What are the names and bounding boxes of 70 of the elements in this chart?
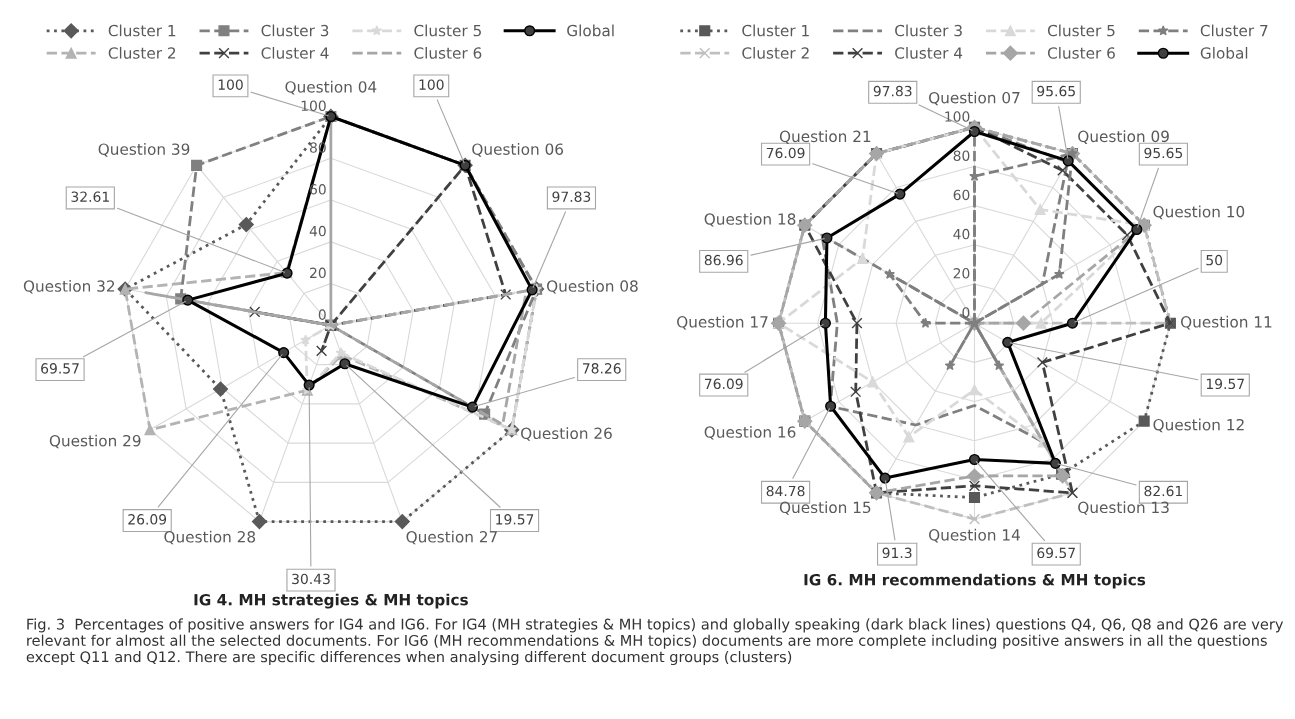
data-label: 50	[1206, 254, 1223, 266]
legend-label: Cluster 3	[895, 24, 962, 37]
spoke-label: Question 21	[779, 130, 871, 144]
legend-label: Cluster 5	[414, 24, 481, 37]
data-label: 76.09	[766, 147, 805, 159]
spoke-label: Question 13	[1078, 501, 1169, 515]
spoke-label: Question 06	[472, 143, 564, 157]
data-label: 69.57	[1037, 547, 1075, 559]
spoke-label: Question 07	[929, 91, 1020, 106]
y-tick-label: 100	[945, 111, 970, 122]
data-label: 26.09	[128, 514, 167, 525]
spoke-label: Question 28	[164, 530, 256, 545]
data-label: 97.83	[873, 85, 912, 97]
y-tick-label: 40	[953, 228, 970, 240]
data-label: 95.65	[1037, 85, 1075, 97]
data-label: 19.57	[496, 514, 534, 525]
legend-label: Cluster 1	[742, 24, 809, 37]
data-label: 82.61	[1144, 485, 1182, 497]
spoke-label: Question 29	[49, 434, 141, 449]
data-label: 91.3	[882, 547, 912, 559]
data-label: 19.57	[1206, 378, 1244, 390]
y-tick-label: 20	[310, 267, 326, 279]
y-tick-label: 0	[318, 309, 326, 320]
data-label: 32.61	[71, 191, 109, 202]
spoke-label: Question 08	[547, 280, 638, 294]
legend-label: Cluster 7	[1200, 24, 1268, 37]
spoke-label: Question 09	[1078, 130, 1169, 144]
legend-label: Cluster 6	[1047, 46, 1115, 59]
y-tick-label: 0	[962, 307, 970, 318]
data-label: 84.78	[766, 485, 805, 497]
spoke-label: Question 26	[521, 427, 612, 441]
spoke-label: Question 11	[1180, 315, 1272, 330]
data-label: 76.09	[704, 378, 743, 390]
legend-label: Cluster 4	[895, 46, 963, 59]
data-label: 30.43	[292, 573, 330, 585]
y-tick-label: 60	[953, 189, 970, 201]
data-label: 100	[218, 79, 243, 90]
legend-label: Cluster 4	[261, 46, 329, 59]
legend-label: Cluster 2	[742, 46, 809, 59]
caption: Fig. 3 Percentages of positive answers for IG4 and IG6. For IG4 (MH strategies & MH topics) and globally speaking (dark black lines) questions Q4, Q6, Q8 and Q26 are very relevant for almost all the selected documents. For IG6 (MH recommendations & MH topics) documents are more complete including positive answers in all the questions except Q11 and Q12. There are specific differences when analysing different document groups (clusters)	[26, 618, 1284, 666]
data-label: 100	[419, 79, 444, 90]
spoke-label: Question 16	[704, 426, 796, 440]
legend-label: Cluster 2	[108, 46, 176, 59]
y-tick-label: 80	[953, 150, 970, 161]
spoke-label: Question 32	[23, 280, 115, 294]
legend-label: Global	[1200, 46, 1248, 59]
legend-label: Global	[567, 24, 614, 37]
legend-label: Cluster 3	[261, 24, 329, 37]
data-label: 95.65	[1144, 147, 1183, 159]
spoke-label: Question 17	[677, 315, 768, 330]
data-label: 78.26	[582, 363, 621, 374]
spoke-label: Question 10	[1153, 205, 1245, 220]
spoke-label: Question 14	[929, 528, 1020, 543]
y-tick-label: 20	[953, 268, 970, 279]
text: IG 4. MH strategies & MH topics	[194, 593, 468, 609]
legend-label: Cluster 5	[1047, 24, 1115, 37]
y-tick-label: 40	[309, 225, 326, 237]
spoke-label: Question 39	[98, 143, 190, 157]
text: IG 6. MH recommendations & MH topics	[804, 573, 1146, 589]
data-label: 86.96	[704, 254, 743, 266]
spoke-label: Question 12	[1153, 418, 1244, 433]
spoke-label: Question 04	[285, 80, 377, 95]
spoke-label: Question 15	[779, 501, 871, 515]
data-label: 69.57	[41, 363, 79, 374]
legend-label: Cluster 6	[414, 46, 482, 59]
spoke-label: Question 18	[704, 212, 796, 227]
y-tick-label: 100	[301, 100, 326, 112]
data-label: 97.83	[552, 191, 591, 202]
spoke-label: Question 27	[406, 530, 497, 545]
legend-label: Cluster 1	[108, 24, 176, 37]
